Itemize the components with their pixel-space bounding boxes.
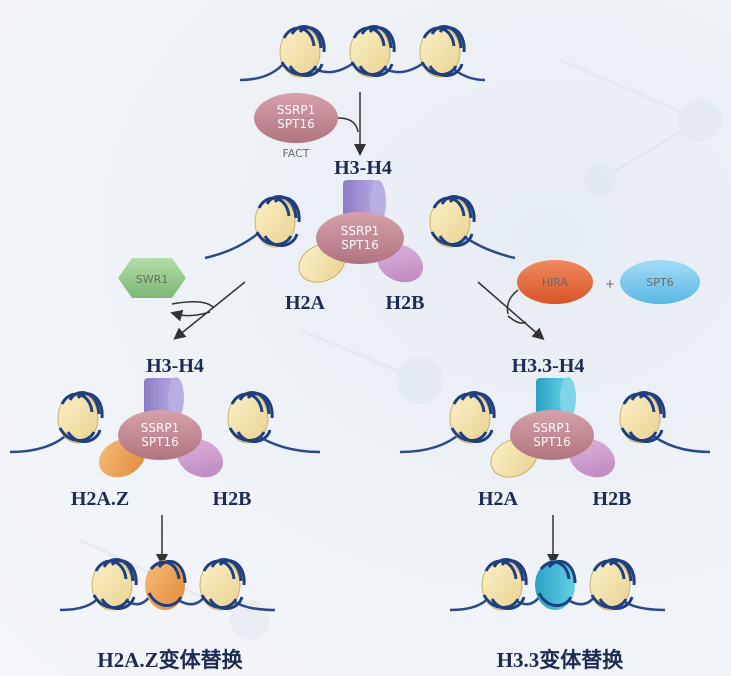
plus-sign: + bbox=[605, 277, 615, 291]
left-arrow bbox=[170, 281, 246, 340]
fact-left-line2: SPT16 bbox=[141, 435, 178, 449]
right-result-chromatin bbox=[449, 557, 666, 612]
top-arrow bbox=[337, 92, 366, 156]
fact-left-line1: SSRP1 bbox=[141, 421, 179, 435]
label-left-h2az: H2A.Z bbox=[71, 488, 129, 510]
background-network bbox=[79, 58, 722, 640]
hira-spt6-factors: HIRA + SPT6 bbox=[517, 260, 700, 304]
right-arrow bbox=[477, 281, 545, 340]
caption-right: H3.3变体替换 bbox=[497, 648, 625, 672]
left-complex: SSRP1 SPT16 bbox=[9, 377, 321, 478]
label-left-h3h4: H3-H4 bbox=[146, 355, 204, 377]
top-chromatin bbox=[239, 24, 486, 82]
fact-right-line1: SSRP1 bbox=[533, 421, 571, 435]
fact-caption: FACT bbox=[282, 147, 309, 160]
caption-left: H2A.Z变体替换 bbox=[97, 648, 243, 672]
label-top-h3h4: H3-H4 bbox=[334, 157, 392, 179]
middle-complex: SSRP1 SPT16 bbox=[204, 180, 516, 283]
fact-mid-line1: SSRP1 bbox=[341, 224, 379, 238]
label-top-h2a: H2A bbox=[285, 292, 326, 314]
spt6-label: SPT6 bbox=[646, 276, 673, 289]
fact-complex: SSRP1 SPT16 FACT bbox=[254, 93, 338, 160]
label-right-h33h4: H3.3-H4 bbox=[512, 355, 585, 377]
hira-label: HIRA bbox=[542, 276, 569, 289]
swr1-label: SWR1 bbox=[136, 273, 169, 286]
right-complex: SSRP1 SPT16 bbox=[399, 377, 711, 478]
label-left-h2b: H2B bbox=[213, 488, 252, 510]
label-right-h2a: H2A bbox=[478, 488, 519, 510]
fact-mid-line2: SPT16 bbox=[341, 238, 378, 252]
fact-right-line2: SPT16 bbox=[533, 435, 570, 449]
fact-line2: SPT16 bbox=[277, 117, 314, 131]
fact-line1: SSRP1 bbox=[277, 103, 315, 117]
swr1-factor: SWR1 bbox=[118, 258, 186, 298]
label-top-h2b: H2B bbox=[386, 292, 425, 314]
label-right-h2b: H2B bbox=[593, 488, 632, 510]
left-result-chromatin bbox=[59, 557, 276, 612]
